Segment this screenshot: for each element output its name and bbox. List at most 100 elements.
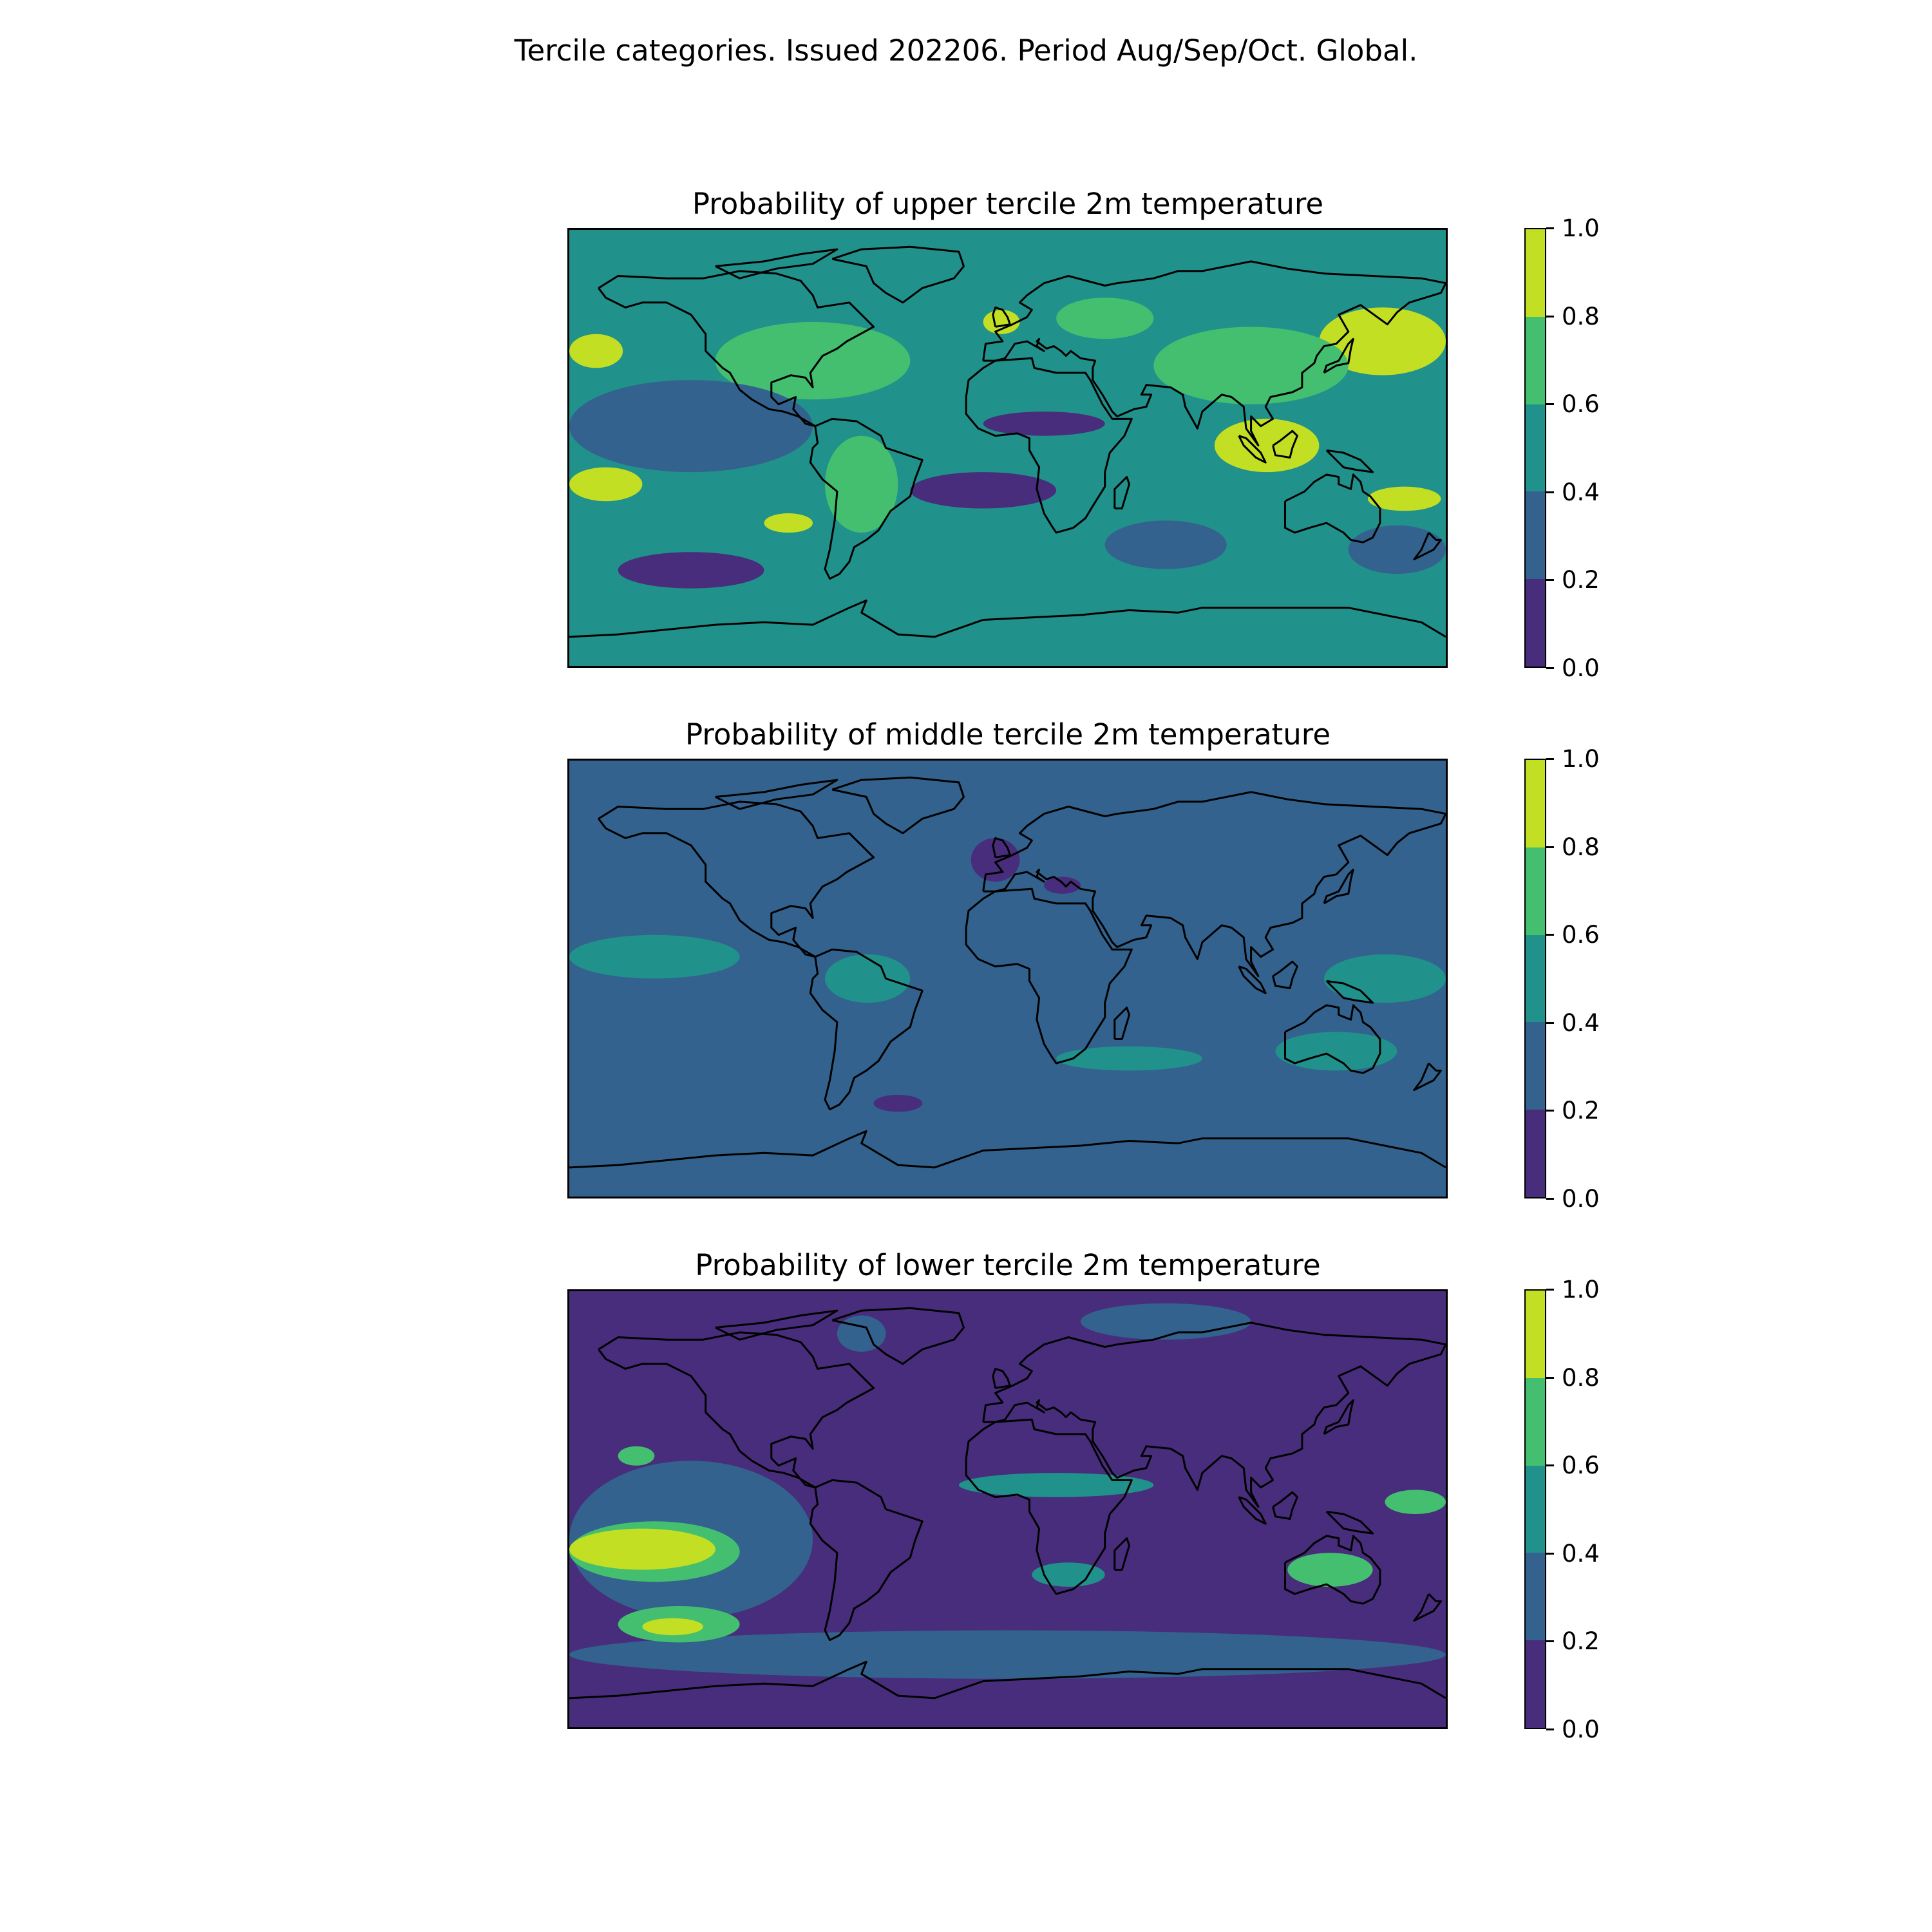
colorbar-tick: 0.2 <box>1546 1629 1600 1653</box>
coastline <box>1323 1399 1354 1435</box>
probability-region <box>569 934 740 979</box>
colorbar-tick: 1.0 <box>1546 216 1600 240</box>
colorbar-tick: 0.2 <box>1546 568 1600 592</box>
probability-region <box>1323 954 1446 1003</box>
probability-region <box>618 552 764 589</box>
coastline <box>715 248 838 279</box>
colorbar <box>1524 1289 1546 1729</box>
panel-title: Probability of lower tercile 2m temperat… <box>695 1248 1321 1282</box>
colorbar-tick-label: 0.6 <box>1562 921 1600 949</box>
coastline <box>831 1307 965 1365</box>
probability-region <box>569 334 623 368</box>
probability-region <box>1104 520 1227 569</box>
probability-region <box>1385 1490 1446 1515</box>
colorbar-tick: 0.0 <box>1546 656 1600 680</box>
probability-region <box>1319 307 1446 375</box>
coastline <box>1272 1491 1298 1520</box>
coastline <box>569 1660 1446 1700</box>
coastline <box>965 887 1133 1065</box>
probability-region <box>764 513 813 533</box>
coastline <box>1113 1537 1130 1571</box>
colorbar-tick: 0.4 <box>1546 480 1600 504</box>
figure-title: Tercile categories. Issued 202206. Perio… <box>514 33 1418 68</box>
probability-region <box>569 1528 715 1570</box>
probability-region <box>715 321 911 400</box>
colorbar-tick-label: 0.2 <box>1562 1627 1600 1656</box>
colorbar-tick-label: 0.2 <box>1562 566 1600 594</box>
coastline <box>715 779 838 810</box>
coastline <box>809 1479 923 1642</box>
probability-region <box>873 1095 923 1112</box>
probability-region <box>837 1315 886 1352</box>
map-lower <box>567 1289 1448 1729</box>
coastline <box>965 357 1133 534</box>
colorbar-tick-label: 1.0 <box>1562 214 1600 242</box>
colorbar-bin <box>1526 1465 1545 1553</box>
coastline <box>831 776 965 835</box>
coastline <box>598 1331 875 1489</box>
coastline <box>965 1418 1133 1595</box>
coastline <box>1238 965 1267 994</box>
colorbar-tick: 1.0 <box>1546 1278 1600 1302</box>
colorbar-bin <box>1526 1110 1545 1197</box>
colorbar-tick-label: 0.0 <box>1562 1185 1600 1213</box>
coastline <box>1284 1004 1381 1074</box>
panel-middle: Probability of middle tercile 2m tempera… <box>0 717 1932 1220</box>
probability-region <box>569 1630 1446 1679</box>
colorbar-tick: 0.0 <box>1546 1187 1600 1211</box>
coastline <box>1413 532 1442 560</box>
probability-region <box>1368 486 1441 511</box>
coastline <box>1272 960 1298 989</box>
coastline <box>1272 430 1298 459</box>
probability-region <box>1275 1032 1397 1071</box>
coastline <box>598 270 875 428</box>
colorbar-tick: 0.4 <box>1546 1011 1600 1035</box>
panel-title: Probability of middle tercile 2m tempera… <box>685 717 1331 752</box>
colorbar <box>1524 759 1546 1198</box>
coastline <box>809 417 923 580</box>
probability-region <box>1348 525 1446 574</box>
colorbar-tick: 1.0 <box>1546 747 1600 771</box>
colorbar-tick-label: 0.8 <box>1562 1363 1600 1392</box>
colorbar-tick-label: 0.2 <box>1562 1097 1600 1125</box>
coastline <box>982 791 1446 978</box>
coastline <box>1323 337 1354 374</box>
colorbar-tick: 0.2 <box>1546 1099 1600 1122</box>
coastline <box>1113 1007 1130 1040</box>
panel-upper: Probability of upper tercile 2m temperat… <box>0 187 1932 689</box>
colorbar-bin <box>1526 491 1545 580</box>
coastline <box>982 260 1446 447</box>
coastline <box>809 948 923 1111</box>
colorbar-tick-label: 1.0 <box>1562 745 1600 773</box>
colorbar-tick-label: 0.6 <box>1562 1452 1600 1480</box>
coastline <box>992 837 1011 858</box>
coastline <box>1238 1496 1267 1525</box>
colorbar-bin <box>1526 1378 1545 1466</box>
probability-region <box>983 412 1105 436</box>
coastline <box>569 1130 1446 1169</box>
colorbar-bin <box>1526 1553 1545 1641</box>
coastline <box>1238 435 1267 464</box>
colorbar-tick-label: 0.8 <box>1562 833 1600 861</box>
colorbar-bin <box>1526 404 1545 492</box>
coastline <box>598 800 875 958</box>
coastline <box>1325 980 1374 1004</box>
coastline <box>1413 1063 1442 1091</box>
colorbar <box>1524 228 1546 668</box>
probability-region <box>569 467 643 502</box>
colorbar-tick: 0.6 <box>1546 1454 1600 1477</box>
colorbar-bin <box>1526 1022 1545 1110</box>
colorbar-tick-label: 1.0 <box>1562 1276 1600 1303</box>
probability-region <box>1214 419 1320 473</box>
coastline <box>1325 449 1374 473</box>
colorbar-tick-label: 0.0 <box>1562 654 1600 682</box>
coastline <box>1113 476 1130 509</box>
probability-region <box>569 380 813 473</box>
colorbar-tick-label: 0.4 <box>1562 1539 1600 1567</box>
colorbar-tick: 0.4 <box>1546 1542 1600 1566</box>
probability-region <box>1032 1562 1105 1587</box>
probability-region <box>1153 327 1349 404</box>
colorbar-tick-label: 0.6 <box>1562 390 1600 419</box>
map-middle <box>567 759 1448 1198</box>
probability-region <box>1056 298 1154 339</box>
